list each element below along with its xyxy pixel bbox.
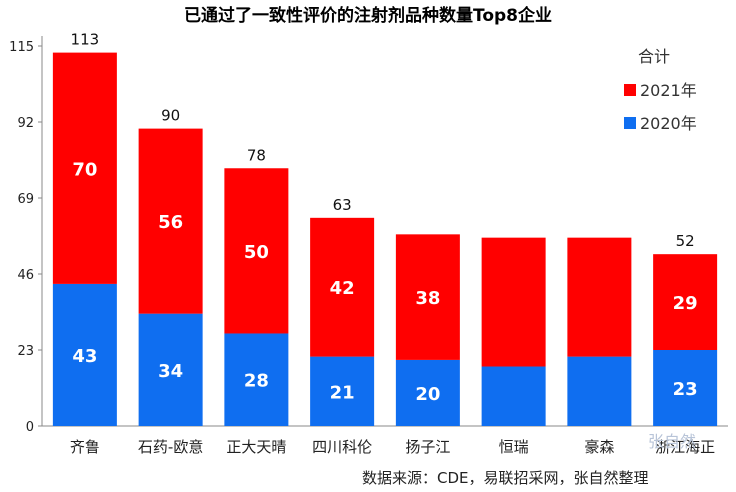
category-label: 恒瑞 bbox=[499, 438, 529, 456]
bar-segment-2020 bbox=[224, 333, 289, 426]
source-note: 数据来源：CDE，易联招采网，张自然整理 bbox=[362, 469, 649, 487]
data-label: 56 bbox=[158, 212, 183, 233]
bar-segment-2020 bbox=[481, 366, 546, 426]
category-label: 齐鲁 bbox=[70, 438, 100, 456]
bar-segment-2020 bbox=[395, 359, 460, 426]
data-label: 43 bbox=[72, 346, 97, 367]
category-label: 豪森 bbox=[584, 438, 614, 456]
legend-label-2020: 2020年 bbox=[640, 114, 697, 133]
y-tick-label: 92 bbox=[17, 116, 34, 131]
bar-segment-2020 bbox=[567, 356, 632, 426]
legend-label-2021: 2021年 bbox=[640, 81, 697, 100]
bar-segment-2021 bbox=[567, 237, 632, 357]
data-label: 34 bbox=[158, 361, 183, 382]
chart-title: 已通过了一致性评价的注射剂品种数量Top8企业 bbox=[184, 5, 552, 26]
data-label: 70 bbox=[72, 159, 97, 180]
y-axis-ticks: 0 23 46 69 92 115 bbox=[9, 40, 42, 435]
data-label: 23 bbox=[673, 379, 698, 400]
watermark: 张自然 bbox=[648, 432, 696, 451]
bar-segment-2021 bbox=[395, 234, 460, 360]
data-label: 42 bbox=[330, 278, 355, 299]
data-label: 28 bbox=[244, 371, 269, 392]
data-label: 20 bbox=[415, 384, 440, 405]
category-label: 浙江海正 bbox=[655, 438, 715, 456]
category-label: 石药-欧意 bbox=[138, 438, 203, 456]
total-label: 63 bbox=[333, 196, 352, 214]
total-label: 113 bbox=[71, 31, 100, 49]
data-label: 29 bbox=[673, 293, 698, 314]
total-label: 52 bbox=[676, 232, 695, 250]
bar-segment-2021 bbox=[224, 168, 289, 334]
y-tick-label: 115 bbox=[9, 40, 34, 55]
total-label: 78 bbox=[247, 146, 266, 164]
y-tick-label: 23 bbox=[17, 344, 34, 359]
data-label: 50 bbox=[244, 242, 269, 263]
y-tick-label: 46 bbox=[17, 268, 34, 283]
bar-segment-2020 bbox=[52, 283, 117, 426]
total-label: 90 bbox=[161, 107, 180, 125]
category-label: 正大天晴 bbox=[226, 438, 286, 456]
data-label: 21 bbox=[330, 382, 355, 403]
category-label: 扬子江 bbox=[405, 438, 450, 456]
y-tick-label: 69 bbox=[17, 192, 34, 207]
category-label: 四川科伦 bbox=[312, 438, 372, 456]
category-labels: 齐鲁 石药-欧意 正大天晴 四川科伦 扬子江 恒瑞 豪森 浙江海正 bbox=[70, 438, 715, 456]
bar-segment-2021 bbox=[481, 237, 546, 367]
data-label: 38 bbox=[415, 288, 440, 309]
bar-segment-2021 bbox=[138, 128, 203, 314]
legend: 合计 2021年 2020年 bbox=[624, 47, 697, 133]
legend-swatch-2021 bbox=[624, 84, 636, 96]
bar-segment-2021 bbox=[52, 52, 117, 284]
legend-title: 合计 bbox=[638, 47, 670, 66]
bar-segment-2020 bbox=[653, 350, 718, 426]
y-tick-label: 0 bbox=[26, 420, 34, 435]
legend-swatch-2020 bbox=[624, 117, 636, 129]
bars: 43 70 113 34 56 90 28 50 78 21 42 63 20 38 23 29 52 bbox=[52, 31, 718, 426]
bar-segment-2021 bbox=[653, 254, 718, 350]
bar-segment-2021 bbox=[310, 217, 375, 357]
bar-segment-2020 bbox=[310, 356, 375, 426]
bar-segment-2020 bbox=[138, 313, 203, 426]
